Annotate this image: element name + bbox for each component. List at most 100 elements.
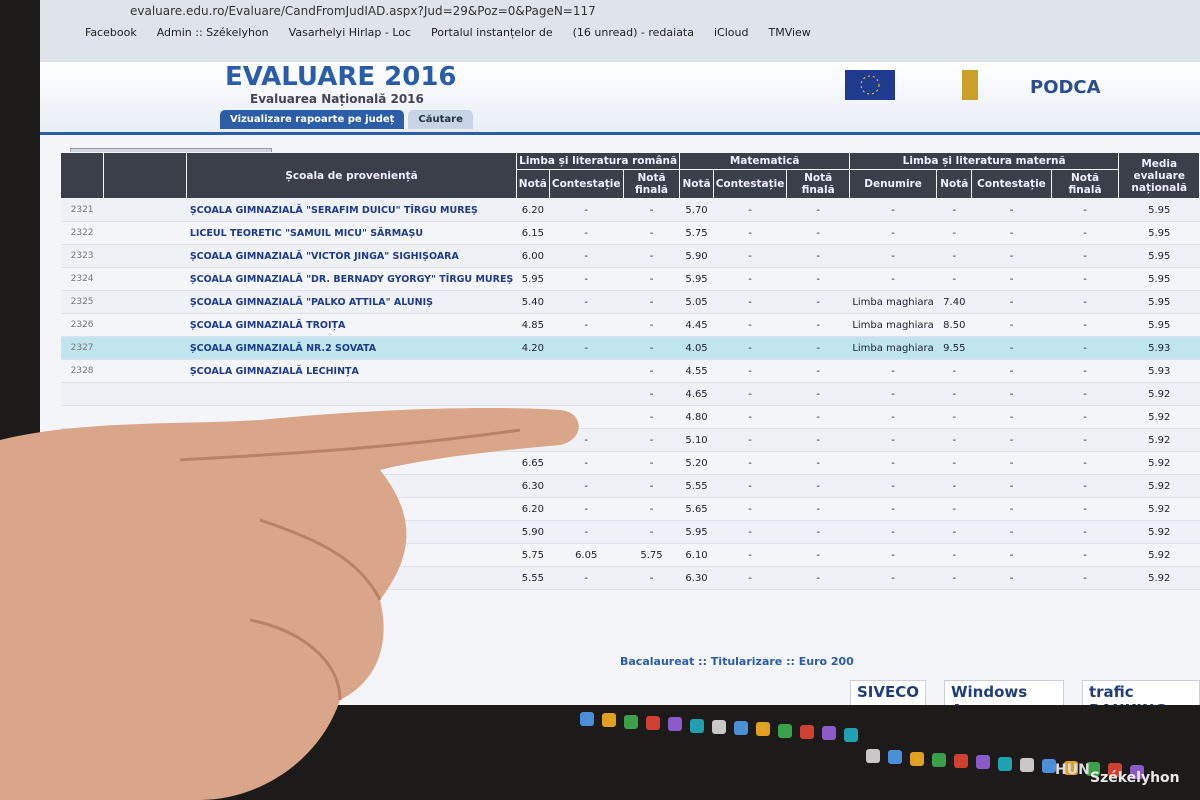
taskbar-icon[interactable] (932, 752, 946, 767)
cell: - (623, 221, 680, 245)
bookmark[interactable]: Facebook (85, 26, 137, 39)
cell: - (936, 359, 972, 383)
cell: 2325 (60, 290, 104, 314)
cell: - (786, 428, 850, 452)
taskbar-icon[interactable] (668, 717, 682, 732)
language[interactable]: HUN (1055, 762, 1090, 778)
bookmark[interactable]: iCloud (714, 26, 749, 39)
name-cell (103, 198, 187, 222)
taskbar-icon[interactable] (954, 754, 968, 769)
taskbar-icon[interactable] (1020, 758, 1034, 772)
taskbar-icon[interactable] (888, 750, 902, 765)
cell: - (623, 566, 680, 590)
taskbar-icon[interactable] (580, 712, 594, 726)
cell: 4.45 (679, 313, 714, 337)
cell: 8.50 (936, 313, 972, 337)
taskbar-icon[interactable] (712, 719, 726, 734)
taskbar-icon[interactable] (778, 723, 792, 738)
table-row: 2324 ȘCOALA GIMNAZIALĂ "DR. BERNADY GYORG… (60, 267, 1200, 291)
cell: 5.90 (679, 244, 714, 268)
cell: - (786, 244, 850, 268)
cell: - (971, 474, 1052, 498)
taskbar-icon[interactable] (866, 748, 880, 763)
cell: ȘCOALA GIMNAZIALĂ "VICTOR JINGA" SIGHIȘO… (186, 244, 517, 268)
taskbar-icon[interactable] (646, 715, 660, 730)
cell: - (786, 520, 850, 544)
taskbar-icon[interactable] (998, 756, 1012, 771)
taskbar-icon[interactable] (1086, 761, 1100, 776)
taskbar-icon[interactable] (800, 725, 814, 739)
taskbar-icon[interactable] (734, 721, 748, 736)
cell: - (936, 244, 972, 268)
bookmark[interactable]: Vasarhelyi Hirlap - Loc (288, 26, 412, 39)
cell: - (1051, 566, 1119, 590)
cell: - (971, 198, 1052, 222)
cell: - (971, 405, 1052, 429)
cell: 7.40 (936, 290, 972, 314)
cell: - (623, 428, 680, 452)
taskbar-icon[interactable] (844, 727, 858, 742)
header-cell (103, 152, 188, 199)
cell: - (1051, 451, 1119, 475)
cell: - (971, 382, 1052, 406)
cell: - (1051, 497, 1119, 521)
taskbar-icon[interactable] (910, 751, 924, 766)
taskbar-icon[interactable] (1108, 763, 1122, 778)
tab[interactable]: Vizualizare rapoarte pe județ (220, 110, 405, 129)
cell: - (549, 313, 624, 337)
bookmark[interactable]: Portalul instanțelor de (431, 26, 553, 39)
cell (60, 382, 104, 406)
url[interactable]: evaluare.edu.ro/Evaluare/CandFromJudIAD.… (130, 4, 596, 18)
cell: - (849, 267, 937, 291)
cell: ȘCOALA GIMNAZIALĂ LECHINȚA (186, 359, 517, 383)
table-row: 2326 ȘCOALA GIMNAZIALĂ TROIȚA 4.85- -4.45- -… (60, 313, 1200, 337)
cell: - (786, 290, 850, 314)
cell: - (971, 451, 1052, 475)
name-cell (103, 313, 187, 337)
tab[interactable]: Căutare (408, 110, 473, 129)
cell: - (713, 405, 787, 429)
cell: - (713, 497, 787, 521)
bookmark[interactable]: (16 unread) - redaiata (572, 26, 694, 39)
taskbar-icon[interactable] (690, 718, 704, 733)
cell: - (971, 543, 1052, 567)
group-header[interactable]: Media evaluare națională (1118, 152, 1200, 199)
cell: - (1051, 543, 1119, 567)
cell: - (849, 428, 937, 452)
hand-shadow (179, 428, 521, 462)
group-header: Matematică (679, 152, 850, 170)
cell: - (849, 198, 937, 222)
cell: 5.20 (679, 451, 714, 475)
bookmark[interactable]: TMView (768, 26, 811, 39)
taskbar-icon[interactable] (756, 722, 770, 737)
group-header: Limba și literatura maternă (848, 152, 1120, 170)
cell: 5.95 (1118, 267, 1200, 291)
subheader: Notă (936, 169, 973, 199)
taskbar-icon[interactable] (624, 714, 638, 729)
bookmark[interactable]: Admin :: Székelyhon (156, 26, 269, 39)
taskbar-icon[interactable] (602, 713, 616, 728)
subheader: Contestație (712, 169, 788, 199)
cell: - (936, 451, 972, 475)
taskbar-icon[interactable] (1064, 760, 1078, 775)
name-cell (103, 382, 187, 406)
cell: - (623, 405, 680, 429)
taskbar-icon[interactable] (1042, 759, 1056, 774)
taskbar-icon[interactable] (1130, 764, 1144, 779)
footer-links[interactable]: Bacalaureat :: Titularizare :: Euro 200 (620, 655, 854, 668)
cell: ȘCOALA GIMNAZIALĂ NR.2 SOVATA (186, 336, 517, 360)
cell: - (971, 428, 1052, 452)
cell: 4.65 (679, 382, 714, 406)
cell: 4.85 (516, 313, 550, 337)
cell (186, 382, 517, 406)
cell: - (971, 221, 1052, 245)
cell: 5.90 (516, 520, 550, 544)
cell: - (849, 244, 937, 268)
cell: 2327 (60, 336, 104, 360)
cell: 2321 (60, 198, 104, 222)
taskbar-icon[interactable] (822, 726, 836, 741)
taskbar-icon[interactable] (976, 755, 990, 770)
cell: - (549, 451, 624, 475)
cell: - (936, 566, 972, 590)
